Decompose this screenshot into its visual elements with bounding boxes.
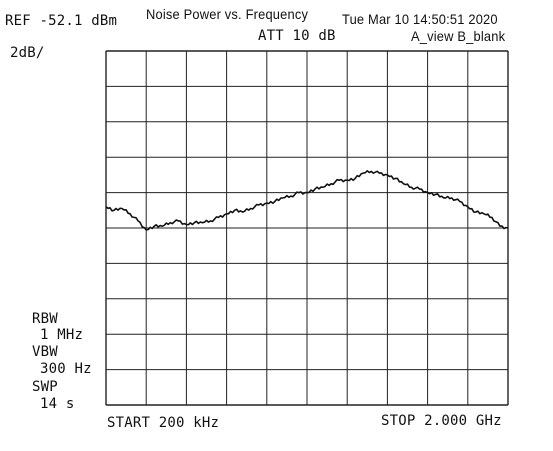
- attenuation: ATT 10 dB: [258, 28, 336, 44]
- stop-frequency: STOP 2.000 GHz: [381, 413, 502, 429]
- scale-per-division: 2dB/: [10, 45, 45, 61]
- reference-level: REF -52.1 dBm: [5, 13, 118, 29]
- rbw-value: 1 MHz: [40, 327, 84, 343]
- view-mode: A_view B_blank: [411, 28, 506, 44]
- chart-title: Noise Power vs. Frequency: [146, 6, 309, 22]
- timestamp: Tue Mar 10 14:50:51 2020: [342, 11, 498, 27]
- swp-value: 14 s: [40, 396, 75, 412]
- swp-label: SWP: [32, 379, 58, 395]
- noise-trace-line: [105, 170, 509, 231]
- start-frequency: START 200 kHz: [107, 415, 220, 431]
- vbw-label: VBW: [32, 344, 58, 360]
- vbw-value: 300 Hz: [40, 361, 92, 377]
- graticule-grid: [105, 50, 509, 406]
- rbw-label: RBW: [32, 311, 58, 327]
